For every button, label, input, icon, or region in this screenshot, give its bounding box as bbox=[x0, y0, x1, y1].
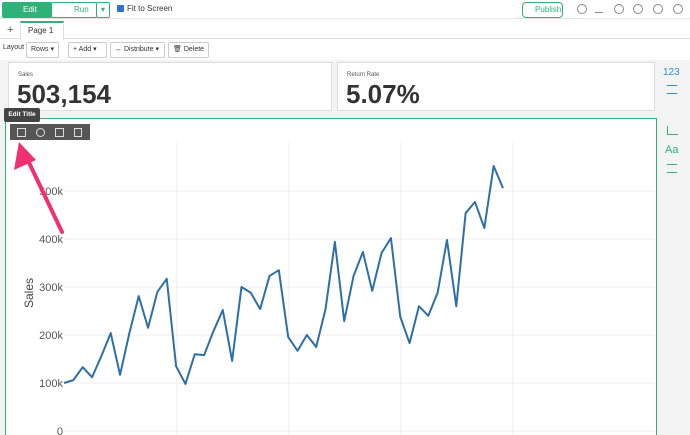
y-tick-label: 0 bbox=[57, 426, 63, 435]
settings-icon[interactable] bbox=[614, 4, 624, 14]
publish-label: Publish bbox=[535, 5, 562, 14]
delete-label: Delete bbox=[183, 46, 205, 53]
swap-icon[interactable] bbox=[36, 128, 45, 137]
arrow-shaft bbox=[22, 150, 64, 234]
chart-type-icon[interactable] bbox=[667, 126, 678, 135]
delete-button[interactable]: 🗑 Delete bbox=[168, 42, 209, 58]
info-icon[interactable] bbox=[653, 4, 663, 14]
summary-value: 503,154 bbox=[17, 79, 111, 109]
y-tick-label: 100k bbox=[39, 378, 63, 390]
y-tick-label: 200k bbox=[39, 330, 63, 342]
tab-divider bbox=[0, 38, 690, 39]
summary-card[interactable]: Return Rate 5.07% bbox=[337, 62, 655, 111]
fit-checkbox[interactable] bbox=[117, 5, 124, 12]
menu-icon[interactable] bbox=[667, 164, 677, 173]
summary-value: 5.07% bbox=[346, 79, 420, 109]
summary-label: Return Rate bbox=[347, 72, 380, 78]
comment-icon[interactable] bbox=[577, 4, 587, 14]
summary-label: Sales bbox=[18, 72, 34, 78]
add-button[interactable]: + Add ▾ bbox=[68, 42, 107, 58]
summary-card[interactable]: Sales 503,154 bbox=[8, 62, 332, 111]
distribute-button[interactable]: ↔ Distribute ▾ bbox=[110, 42, 165, 58]
top-toolbar bbox=[0, 0, 690, 19]
run-button[interactable]: Run bbox=[51, 2, 97, 18]
fit-label: Fit to Screen bbox=[127, 4, 173, 13]
arrow-head bbox=[14, 142, 36, 170]
run-label: Run bbox=[74, 5, 89, 14]
publish-button[interactable]: Publish bbox=[522, 2, 563, 18]
rows-dropdown[interactable]: Rows ▾ bbox=[26, 42, 59, 58]
number-icon[interactable]: 123 bbox=[663, 67, 680, 78]
y-axis-title: Sales bbox=[22, 278, 36, 308]
page-tab[interactable]: Page 1 bbox=[20, 21, 64, 40]
y-tick-label: 400k bbox=[39, 234, 63, 246]
delete-icon[interactable] bbox=[74, 128, 82, 137]
series-line bbox=[63, 165, 504, 385]
text-icon[interactable]: Aa bbox=[665, 144, 679, 156]
chart-action-toolbar bbox=[10, 124, 90, 140]
menu-icon[interactable] bbox=[667, 85, 677, 94]
y-tick-label: 300k bbox=[39, 282, 63, 294]
edit-title-icon[interactable] bbox=[17, 128, 26, 137]
run-dropdown[interactable]: ▾ bbox=[96, 2, 110, 18]
open-icon[interactable] bbox=[55, 128, 64, 137]
help-icon[interactable] bbox=[673, 4, 683, 14]
page-tab-label: Page 1 bbox=[28, 26, 54, 35]
distribute-label: Distribute bbox=[123, 46, 154, 53]
rows-label: Rows bbox=[31, 46, 49, 53]
add-label: Add bbox=[78, 46, 92, 53]
edit-label: Edit bbox=[23, 5, 37, 14]
download-icon[interactable] bbox=[595, 4, 603, 13]
history-icon[interactable] bbox=[633, 4, 643, 14]
layout-label: Layout bbox=[3, 44, 25, 51]
add-tab[interactable]: + bbox=[7, 24, 14, 36]
tooltip: Edit Title bbox=[4, 108, 40, 122]
